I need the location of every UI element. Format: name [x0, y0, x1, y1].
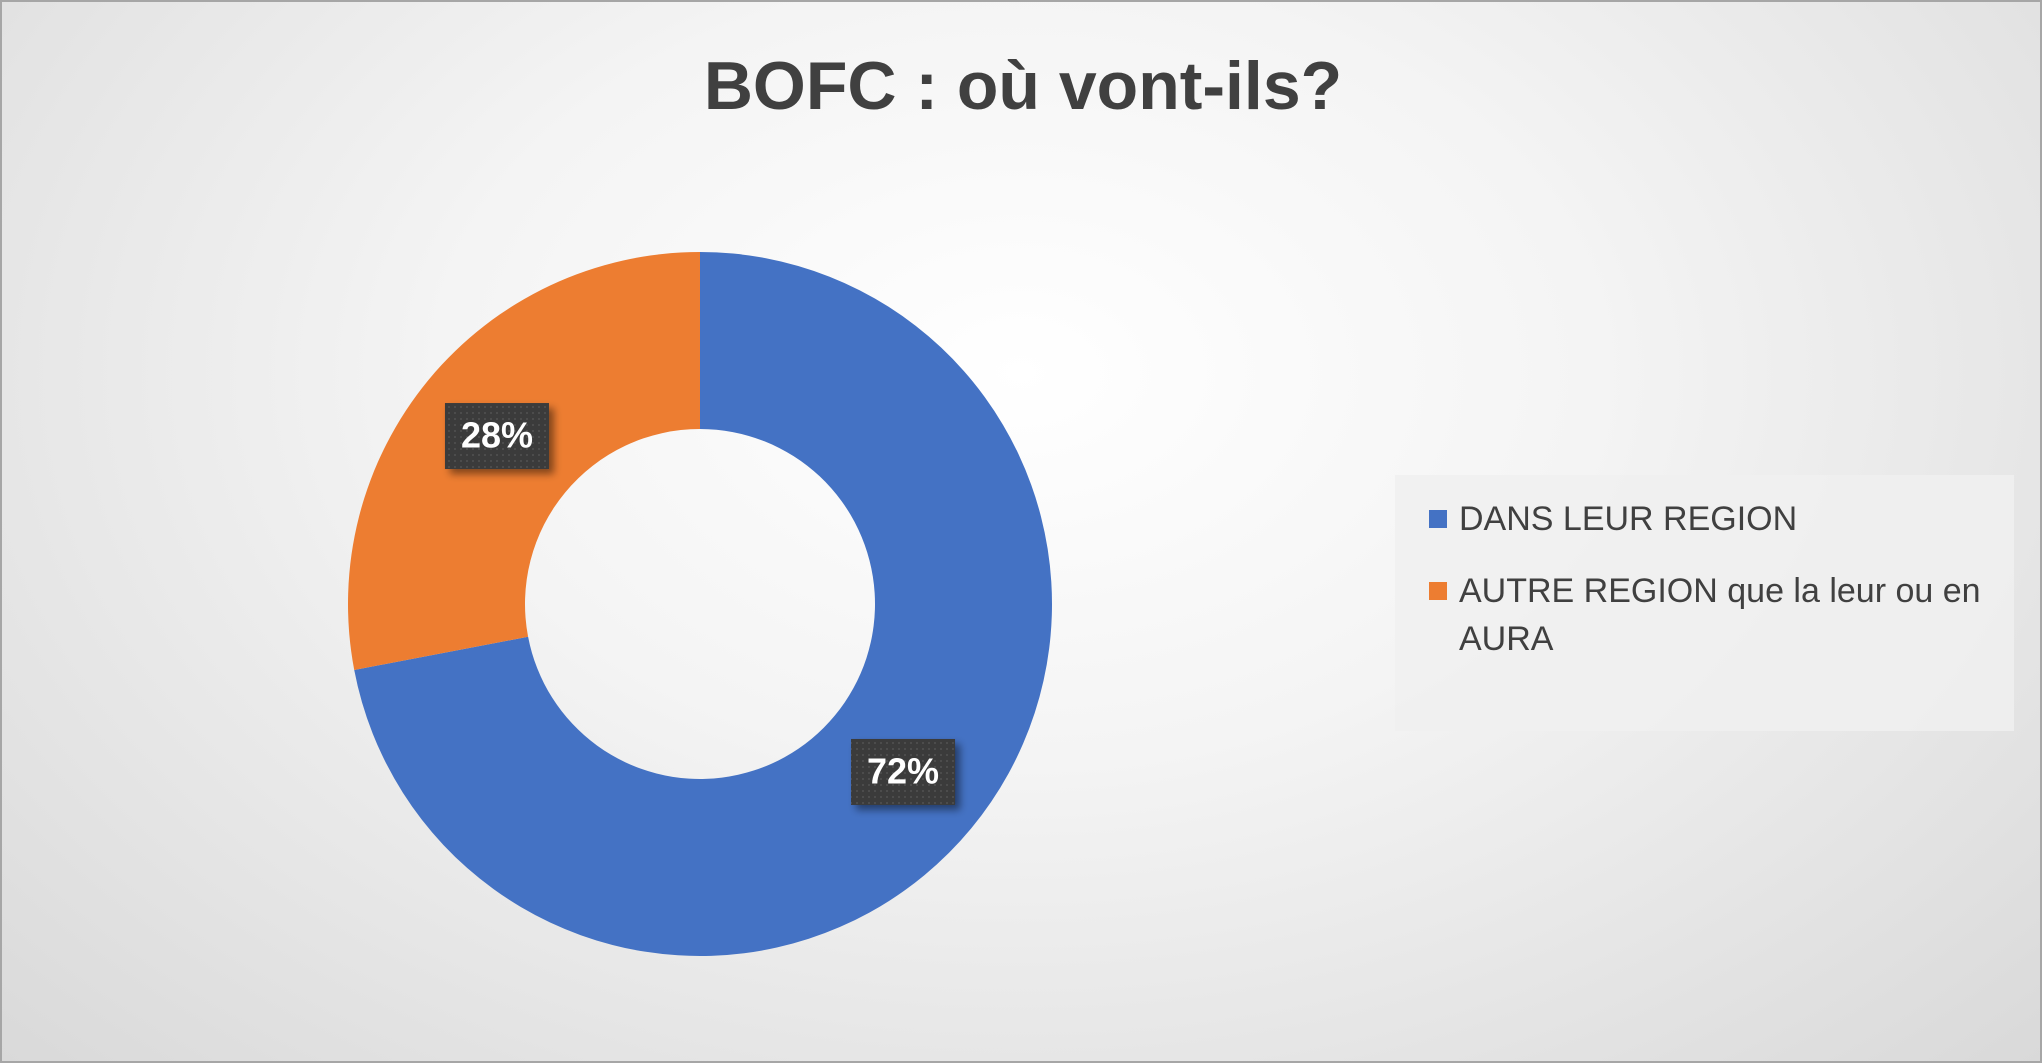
legend-label: AUTRE REGION que la leur ou en AURA — [1459, 572, 1981, 658]
data-label: 28% — [461, 415, 533, 456]
data-label: 72% — [867, 750, 939, 791]
legend: DANS LEUR REGION AUTRE REGION que la leur… — [1395, 475, 2014, 731]
legend-swatch — [1429, 582, 1447, 600]
legend-item: DANS LEUR REGION — [1419, 495, 2000, 543]
legend-label: DANS LEUR REGION — [1459, 500, 1798, 538]
chart-title: BOFC : où vont-ils? — [704, 48, 1342, 124]
legend-item: AUTRE REGION que la leur ou en AURA — [1419, 567, 2000, 663]
data-label-box — [851, 738, 956, 805]
legend-swatch — [1429, 510, 1447, 528]
data-label-box — [444, 403, 549, 470]
